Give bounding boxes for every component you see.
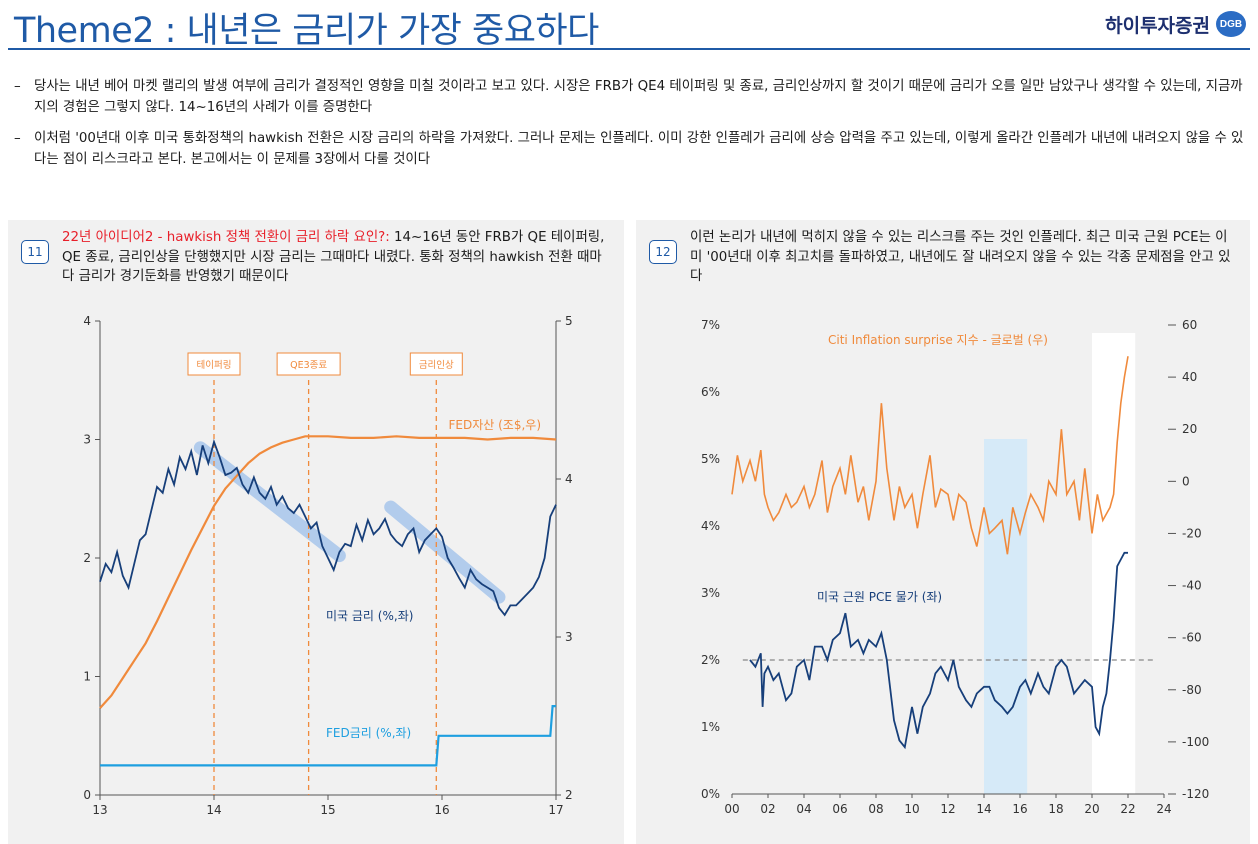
y-left-tick-label: 0 [83,788,91,802]
title-divider [8,48,1250,50]
x-tick-label: 06 [832,802,847,816]
y-right-tick-label: -100 [1182,735,1209,749]
chart-panel-11: 11 22년 아이디어2 - hawkish 정책 전환이 금리 하락 요인?:… [8,220,624,844]
fed-assets-line [99,435,557,709]
chart-panel-12: 12 이런 논리가 내년에 먹히지 않을 수 있는 리스크를 주는 것인 인플레… [636,220,1250,844]
chart-12: 0%1%2%3%4%5%6%7%-120-100-80-60-40-200204… [701,318,1209,816]
y-right-tick-label: 20 [1182,422,1197,436]
x-tick-label: 22 [1120,802,1135,816]
y-left-tick-label: 7% [701,318,720,332]
trend-band-2 [384,500,506,604]
y-right-tick-label: 5 [565,314,573,328]
y-right-tick-label: 3 [565,630,573,644]
x-tick-label: 20 [1084,802,1099,816]
y-right-tick-label: -40 [1182,579,1202,593]
bullet-dash: – [14,79,21,94]
x-tick-label: 08 [868,802,883,816]
bullet-1: – 당사는 내년 베어 마켓 랠리의 발생 여부에 금리가 결정적인 영향을 미… [14,76,1250,118]
x-tick-label: 02 [760,802,775,816]
y-right-tick-label: 4 [565,472,573,486]
citi-surprise-line [731,356,1129,555]
y-left-tick-label: 4 [83,314,91,328]
y-left-tick-label: 0% [701,787,720,801]
bullet-2: – 이처럼 '00년대 이후 미국 통화정책의 hawkish 전환은 시장 금… [14,128,1250,170]
event-label: QE3종료 [290,360,327,371]
logo-text: 하이투자증권 [1105,14,1210,37]
y-left-tick-label: 3 [83,433,91,447]
x-tick-label: 17 [548,803,563,817]
x-tick-label: 00 [724,802,739,816]
core-pce-line [749,551,1128,750]
x-tick-label: 14 [206,803,221,817]
company-logo: 하이투자증권 DGB [1105,8,1246,40]
y-right-tick-label: 2 [565,788,573,802]
x-tick-label: 04 [796,802,811,816]
x-tick-label: 16 [1012,802,1027,816]
summary-bullets: – 당사는 내년 베어 마켓 랠리의 발생 여부에 금리가 결정적인 영향을 미… [14,76,1250,180]
page-title: Theme2 : 내년은 금리가 가장 중요하다 [14,11,599,51]
y-right-tick-label: 60 [1182,318,1197,332]
y-left-tick-label: 1% [701,720,720,734]
y-left-tick-label: 6% [701,385,720,399]
x-tick-label: 12 [940,802,955,816]
x-tick-label: 15 [320,803,335,817]
series-label-pce: 미국 근원 PCE 물가 (좌) [817,590,942,604]
panel-header: 11 22년 아이디어2 - hawkish 정책 전환이 금리 하락 요인?:… [8,220,624,310]
y-left-tick-label: 5% [701,452,720,466]
shaded-period-white [1092,333,1136,794]
x-tick-label: 13 [92,803,107,817]
y-left-tick-label: 3% [701,586,720,600]
figure-caption: 이런 논리가 내년에 먹히지 않을 수 있는 리스크를 주는 것인 인플레다. … [690,230,1231,284]
series-label-citi: Citi Inflation surprise 지수 - 글로벌 (우) [828,333,1048,347]
chart-11: 0 1 2 3 4 2 3 4 5 13 14 15 16 17 테이퍼링 QE3종료 금리인상 FED자산 (조… [83,314,573,817]
y-right-tick-label: -60 [1182,631,1202,645]
caption-highlight: 22년 아이디어2 - hawkish 정책 전환이 금리 하락 요인?: [62,230,390,245]
dgb-badge-icon: DGB [1216,11,1246,37]
x-tick-label: 16 [434,803,449,817]
trend-band-1 [193,441,346,563]
panel-header: 12 이런 논리가 내년에 먹히지 않을 수 있는 리스크를 주는 것인 인플레… [636,220,1250,310]
series-label-fed-rate: FED금리 (%,좌) [326,726,411,740]
y-left-tick-label: 2 [83,551,91,565]
y-left-tick-label: 1 [83,670,91,684]
x-tick-label: 14 [976,802,991,816]
y-right-tick-label: -120 [1182,787,1209,801]
series-label-fed-assets: FED자산 (조$,우) [448,418,541,432]
y-left-tick-label: 2% [701,653,720,667]
x-tick-label: 18 [1048,802,1063,816]
bullet-text: 이처럼 '00년대 이후 미국 통화정책의 hawkish 전환은 시장 금리의… [34,131,1244,167]
figure-number: 11 [21,240,49,264]
event-label: 테이퍼링 [197,359,232,371]
fed-rate-line [100,705,556,767]
event-label-box [187,352,241,376]
x-tick-label: 24 [1156,802,1171,816]
figure-number: 12 [649,240,677,264]
y-right-tick-label: 40 [1182,370,1197,384]
y-right-tick-label: -20 [1182,526,1202,540]
bullet-dash: – [14,131,21,146]
shaded-period-blue [984,439,1028,794]
y-right-tick-label: 0 [1182,474,1190,488]
bullet-text: 당사는 내년 베어 마켓 랠리의 발생 여부에 금리가 결정적인 영향을 미칠 … [34,79,1243,115]
event-label-box [409,352,463,376]
y-right-tick-label: -80 [1182,683,1202,697]
x-tick-label: 10 [904,802,919,816]
us-rate-line [99,438,557,617]
event-label: 금리인상 [419,360,454,371]
caption-text: 14~16년 동안 FRB가 QE 테이퍼링, QE 종료, 금리인상을 단행했… [62,230,605,284]
event-label-box [276,352,341,376]
figure-caption: 22년 아이디어2 - hawkish 정책 전환이 금리 하락 요인?: 14… [62,228,606,287]
y-left-tick-label: 4% [701,519,720,533]
series-label-us-rate: 미국 금리 (%,좌) [326,609,413,623]
